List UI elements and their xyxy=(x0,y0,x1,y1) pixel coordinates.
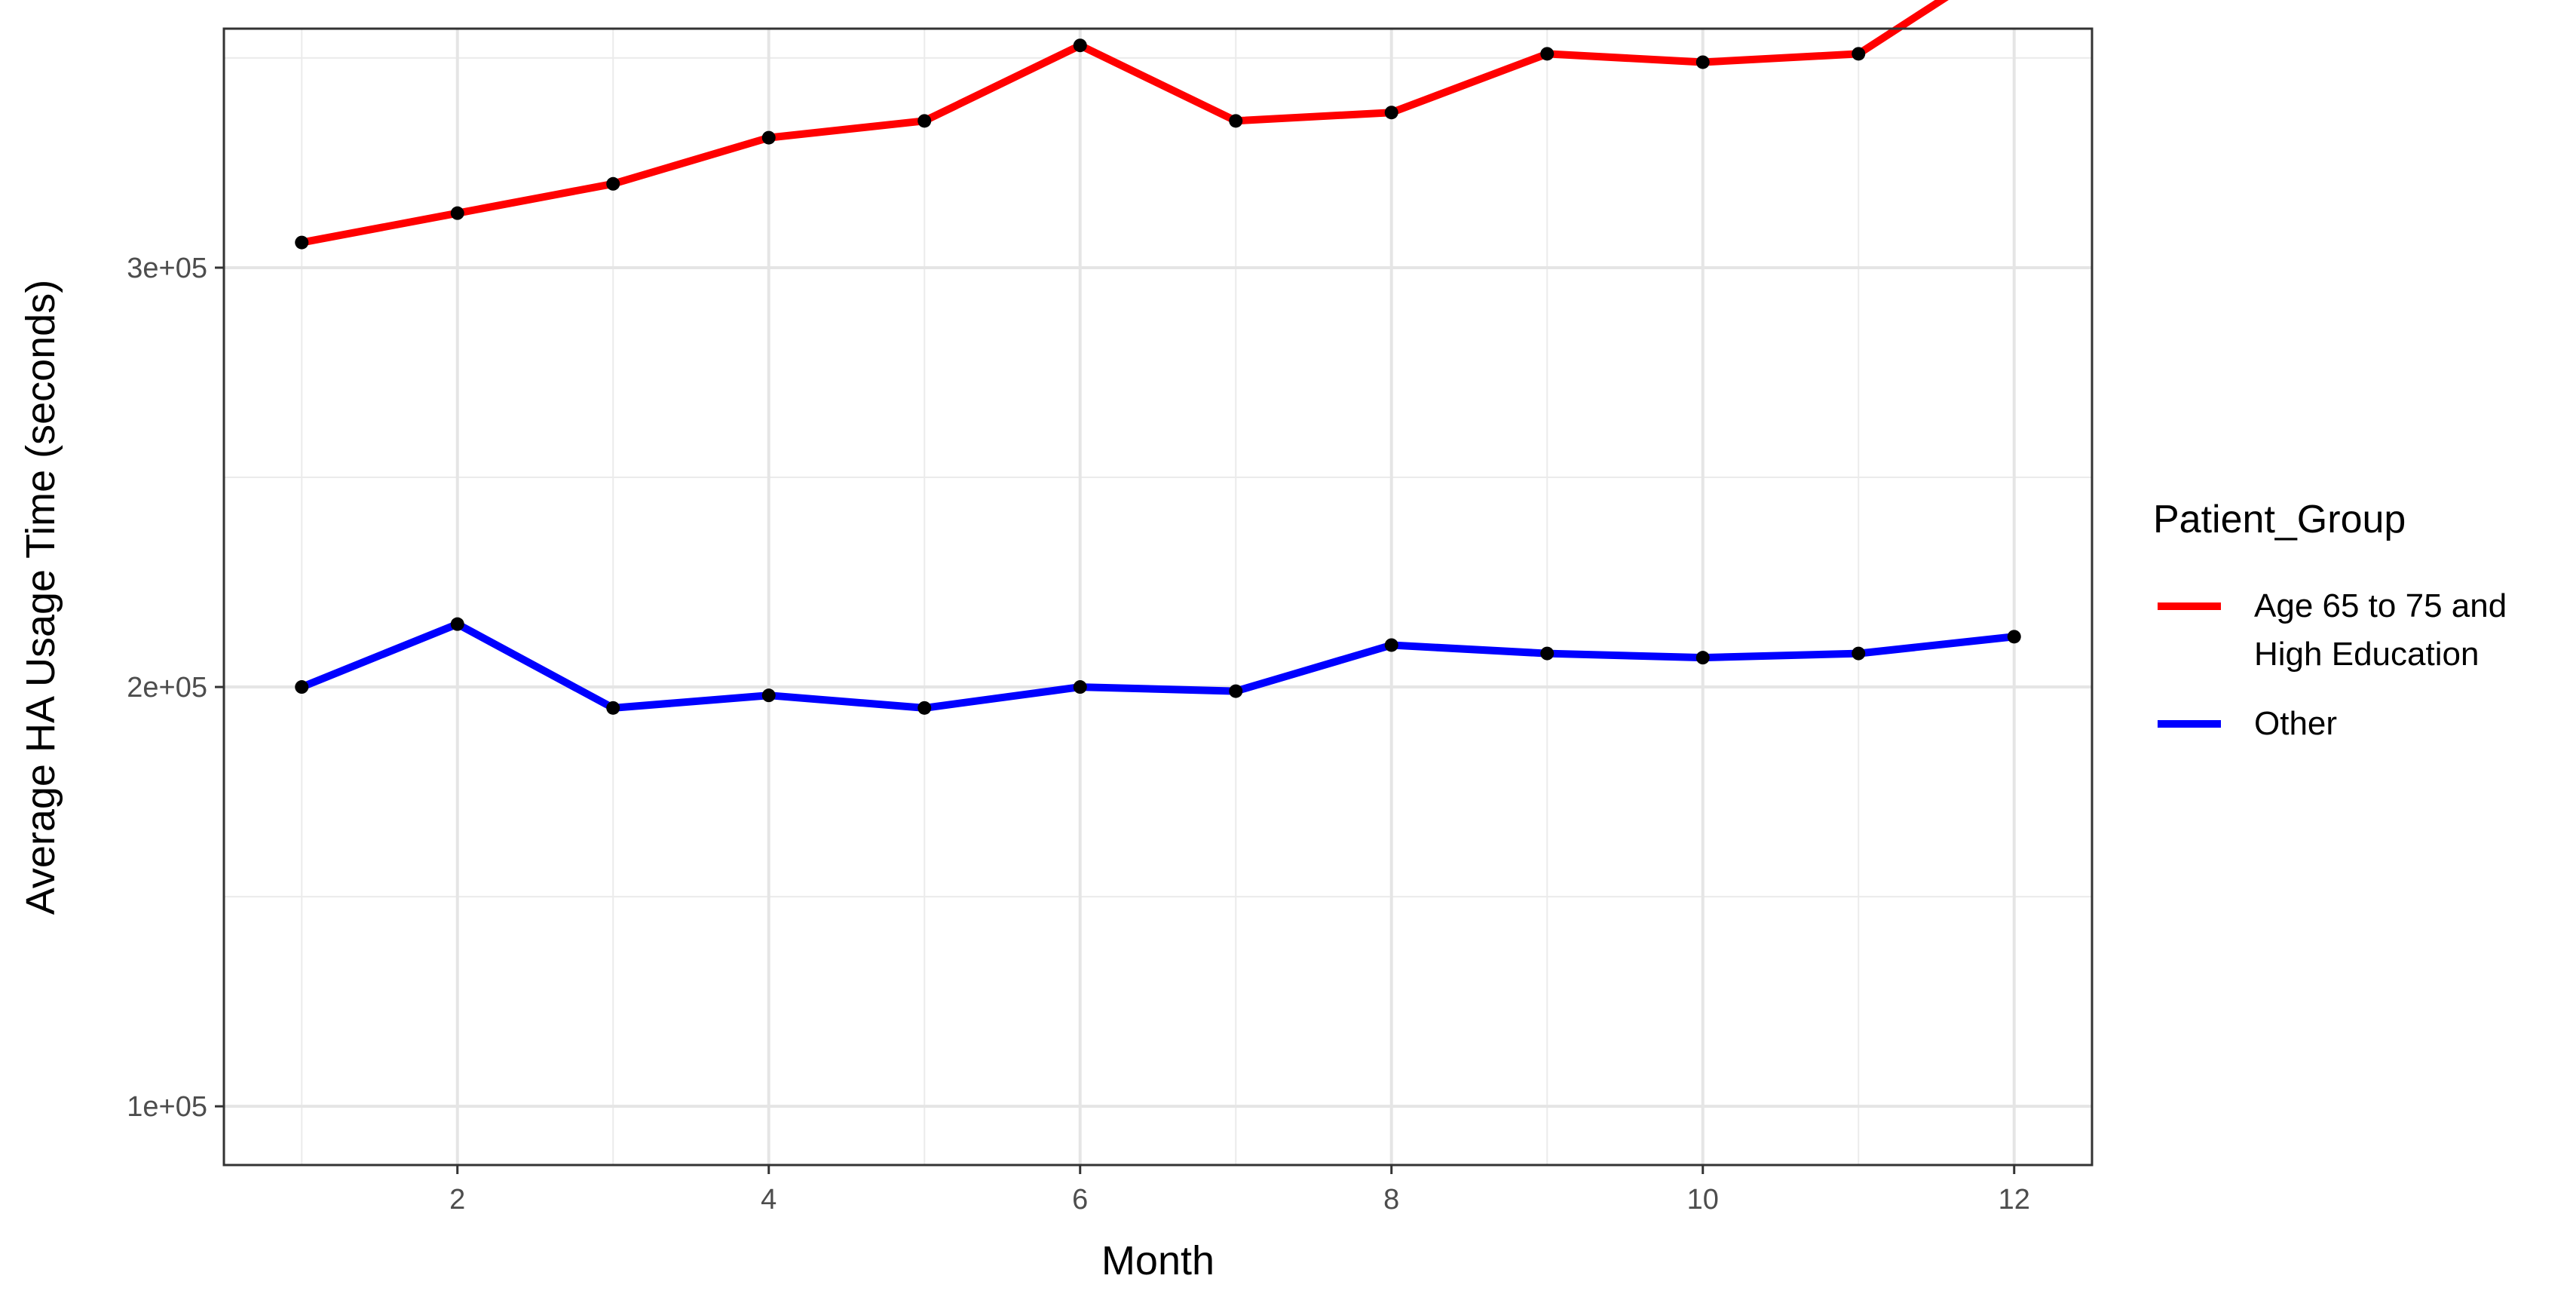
data-point xyxy=(1540,47,1554,61)
y-tick-label: 3e+05 xyxy=(127,253,207,284)
data-point xyxy=(295,680,309,694)
x-tick-label: 4 xyxy=(761,1184,776,1216)
data-point xyxy=(295,235,309,250)
data-point xyxy=(450,617,464,631)
legend: Patient_Group Age 65 to 75 and High Educa… xyxy=(2153,498,2507,742)
legend-label-0: High Education xyxy=(2254,636,2479,673)
y-axis-title: Average HA Usage Time (seconds) xyxy=(18,280,63,915)
data-point xyxy=(1852,47,1866,61)
legend-label-0: Age 65 to 75 and xyxy=(2254,587,2507,624)
data-point xyxy=(606,701,620,715)
data-point xyxy=(606,176,620,191)
data-point xyxy=(1695,55,1710,69)
data-point xyxy=(1852,646,1866,661)
data-point xyxy=(1384,106,1398,120)
series-points xyxy=(295,38,2021,715)
data-point xyxy=(2007,630,2021,644)
data-point xyxy=(1384,638,1398,652)
data-point xyxy=(1540,646,1554,661)
legend-label-1: Other xyxy=(2254,705,2337,742)
data-point xyxy=(917,701,932,715)
x-tick-label: 2 xyxy=(449,1184,465,1216)
data-point xyxy=(1229,684,1243,698)
series-line-0 xyxy=(301,0,1949,247)
data-point xyxy=(1073,38,1087,53)
legend-title: Patient_Group xyxy=(2153,498,2406,541)
plot-panel xyxy=(224,29,2092,1165)
series-lines xyxy=(300,0,2015,712)
x-tick-label: 6 xyxy=(1072,1184,1088,1216)
x-tick-label: 8 xyxy=(1383,1184,1399,1216)
x-axis-title: Month xyxy=(1101,1238,1214,1283)
plot-border xyxy=(222,27,2094,1167)
data-point xyxy=(761,688,776,703)
data-point xyxy=(917,114,932,128)
data-point xyxy=(1695,651,1710,665)
data-point xyxy=(450,206,464,220)
data-point xyxy=(761,130,776,145)
x-tick-label: 10 xyxy=(1687,1184,1719,1216)
y-tick-label: 2e+05 xyxy=(127,672,207,704)
data-point xyxy=(1073,680,1087,694)
axis-ticks: 2 4 6 8 10 12 1e+05 2e+05 3e+05 xyxy=(127,253,2030,1216)
x-tick-label: 12 xyxy=(1999,1184,2030,1216)
y-tick-label: 1e+05 xyxy=(127,1091,207,1123)
data-point xyxy=(1229,114,1243,128)
series-line-1 xyxy=(300,620,2015,712)
